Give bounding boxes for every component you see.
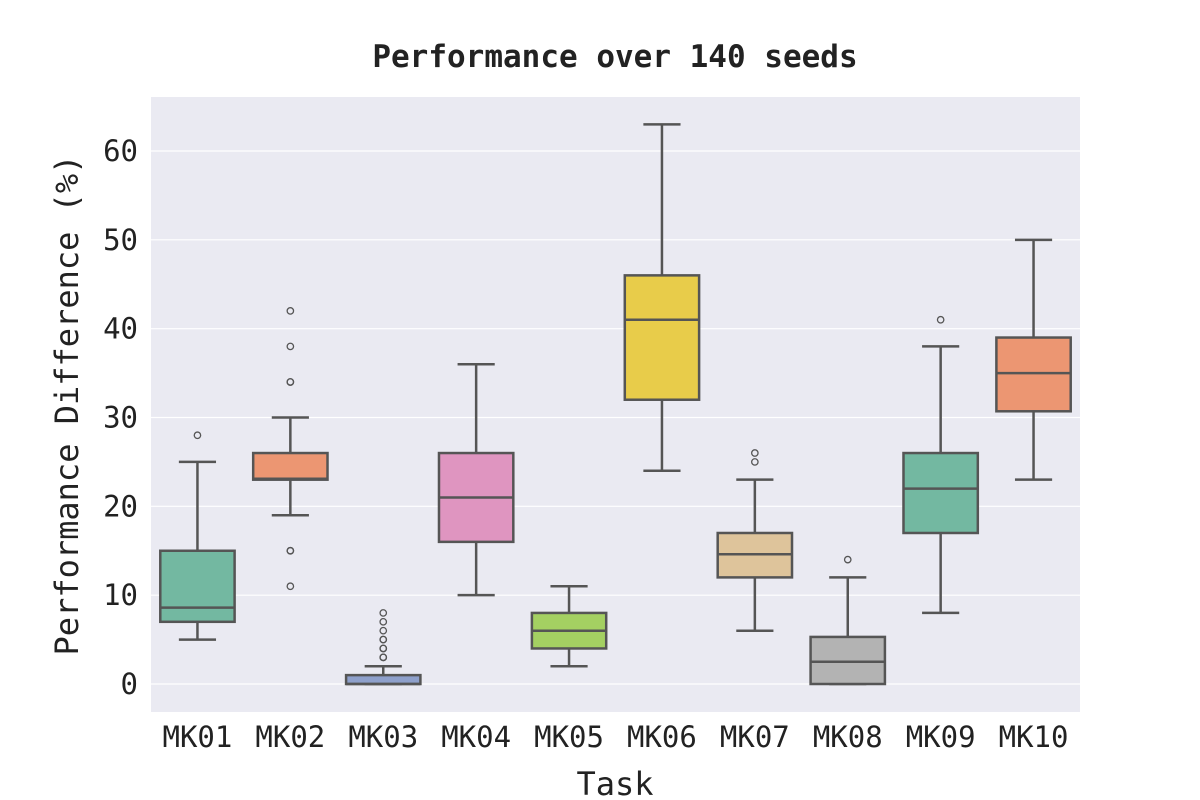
y-axis-label: Performance Difference (%) [48, 155, 86, 656]
y-tick-label: 20 [103, 489, 138, 523]
y-axis-ticks: 0 10 20 30 40 50 60 [103, 134, 138, 701]
chart-title: Performance over 140 seeds [372, 39, 857, 75]
box-mk02 [251, 307, 329, 591]
box-mk06 [623, 123, 701, 473]
box-mk10 [995, 238, 1072, 481]
y-tick-label: 10 [103, 578, 138, 612]
plot-area [151, 97, 1080, 712]
box-mk03 [344, 609, 422, 686]
outlier-point [936, 315, 945, 324]
iqr-box [251, 451, 329, 481]
outlier-point [286, 546, 295, 555]
outlier-point [286, 582, 295, 591]
outlier-point [379, 626, 388, 635]
outlier-point [379, 609, 388, 617]
outlier-point [286, 342, 295, 351]
box-mk04 [437, 362, 515, 597]
x-tick-label: MK10 [999, 720, 1069, 754]
outlier-point [379, 635, 388, 644]
outlier-point [286, 307, 295, 315]
outlier-point [750, 449, 759, 457]
x-tick-label: MK07 [720, 720, 790, 754]
box-mk07 [716, 449, 794, 632]
y-tick-label: 0 [121, 667, 138, 701]
outlier-point [379, 617, 388, 626]
outlier-point [750, 458, 759, 466]
y-tick-label: 50 [103, 223, 138, 257]
outlier-point [193, 431, 202, 440]
x-tick-label: MK05 [534, 720, 604, 754]
x-axis-ticks: MK01 MK02 MK03 MK04 MK05 MK06 MK07 MK08 MK09 MK10 [163, 720, 1069, 754]
box-mk09 [902, 315, 980, 615]
y-tick-label: 40 [103, 312, 138, 346]
x-tick-label: MK06 [627, 720, 697, 754]
iqr-box [623, 274, 701, 401]
iqr-box [159, 549, 236, 624]
x-tick-label: MK03 [348, 720, 418, 754]
x-tick-label: MK08 [813, 720, 883, 754]
x-tick-label: MK04 [441, 720, 511, 754]
outlier-point [379, 653, 388, 662]
outlier-point [843, 555, 852, 564]
iqr-box [809, 635, 887, 686]
y-tick-label: 60 [103, 134, 138, 168]
iqr-box [995, 336, 1072, 413]
box-mk01 [159, 431, 236, 641]
iqr-box [902, 451, 980, 535]
x-tick-label: MK01 [163, 720, 233, 754]
boxes [159, 123, 1072, 686]
y-tick-label: 30 [103, 401, 138, 435]
iqr-box [344, 673, 422, 686]
x-tick-label: MK09 [906, 720, 976, 754]
box-mk05 [530, 585, 608, 668]
x-axis-label: Task [576, 765, 653, 800]
outlier-point [379, 644, 388, 653]
box-mk08 [809, 555, 887, 686]
x-tick-label: MK02 [255, 720, 325, 754]
outlier-point [286, 378, 295, 386]
